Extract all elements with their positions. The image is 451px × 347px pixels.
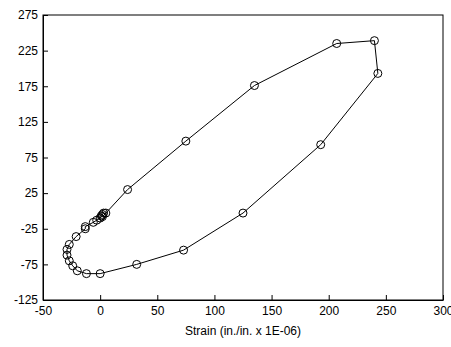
x-tick: 250 [376,295,396,318]
y-tick: -125 [14,293,48,307]
marker [180,246,188,254]
chart: -50050100150200250300-125-75-25257512517… [0,0,451,347]
x-axis: -50050100150200250300 [35,295,451,318]
x-tick-mark [157,295,158,300]
y-tick-label: 75 [25,151,39,165]
x-tick: 100 [205,295,225,318]
y-tick-mark [43,86,48,87]
x-tick: 150 [262,295,282,318]
plot: -50050100150200250300-125-75-25257512517… [14,8,451,317]
x-tick: 0 [97,295,104,318]
marker [133,260,141,268]
y-tick-label: 25 [25,186,39,200]
y-tick-label: -125 [14,293,38,307]
y-tick-mark [43,51,48,52]
y-tick: 275 [18,8,48,22]
y-tick-mark [43,229,48,230]
x-tick: 300 [433,295,451,318]
marker [63,245,71,253]
marker [73,267,81,275]
y-tick: 75 [25,151,48,165]
marker [124,186,132,194]
x-axis-title: Strain (in./in. x 1E-06) [185,324,301,338]
y-tick-label: 175 [18,80,38,94]
marker [370,37,378,45]
marker [182,137,190,145]
marker [317,141,325,149]
y-tick: -25 [21,222,48,236]
marker [72,233,80,241]
y-tick: 125 [18,115,48,129]
x-tick-label: 300 [433,304,451,318]
y-tick-label: -25 [21,222,39,236]
y-tick: 225 [18,44,48,58]
marker [374,69,382,77]
x-tick: 200 [319,295,339,318]
y-tick-label: 125 [18,115,38,129]
y-tick-label: 225 [18,44,38,58]
series [63,37,382,278]
x-axis-line [44,300,444,301]
y-tick-mark [43,158,48,159]
y-tick-label: 275 [18,8,38,22]
x-tick-mark [272,295,273,300]
y-tick-mark [43,122,48,123]
y-tick-mark [43,300,48,301]
x-tick-mark [329,295,330,300]
plot-frame [43,15,443,300]
x-tick-label: 100 [205,304,225,318]
series-line [67,41,378,274]
marker [100,209,108,217]
x-tick-label: 50 [151,304,165,318]
x-tick-label: 200 [319,304,339,318]
x-tick-label: 250 [376,304,396,318]
y-tick: 175 [18,80,48,94]
x-tick-mark [443,295,444,300]
marker [96,270,104,278]
y-tick: 25 [25,186,48,200]
y-tick-mark [43,264,48,265]
y-tick-mark [43,15,48,16]
x-tick-mark [100,295,101,300]
marker [250,82,258,90]
y-axis: -125 -75 -25 25 75 125 175 225 275 [14,8,48,307]
x-tick-mark [386,295,387,300]
y-tick-label: -75 [21,258,39,272]
marker [82,270,90,278]
x-tick-label: 0 [97,304,104,318]
marker [65,240,73,248]
x-tick-mark [214,295,215,300]
x-tick: 50 [151,295,165,318]
marker [239,209,247,217]
y-tick-mark [43,193,48,194]
marker [81,223,89,231]
marker [333,40,341,48]
y-tick: -75 [21,258,48,272]
x-tick-label: 150 [262,304,282,318]
